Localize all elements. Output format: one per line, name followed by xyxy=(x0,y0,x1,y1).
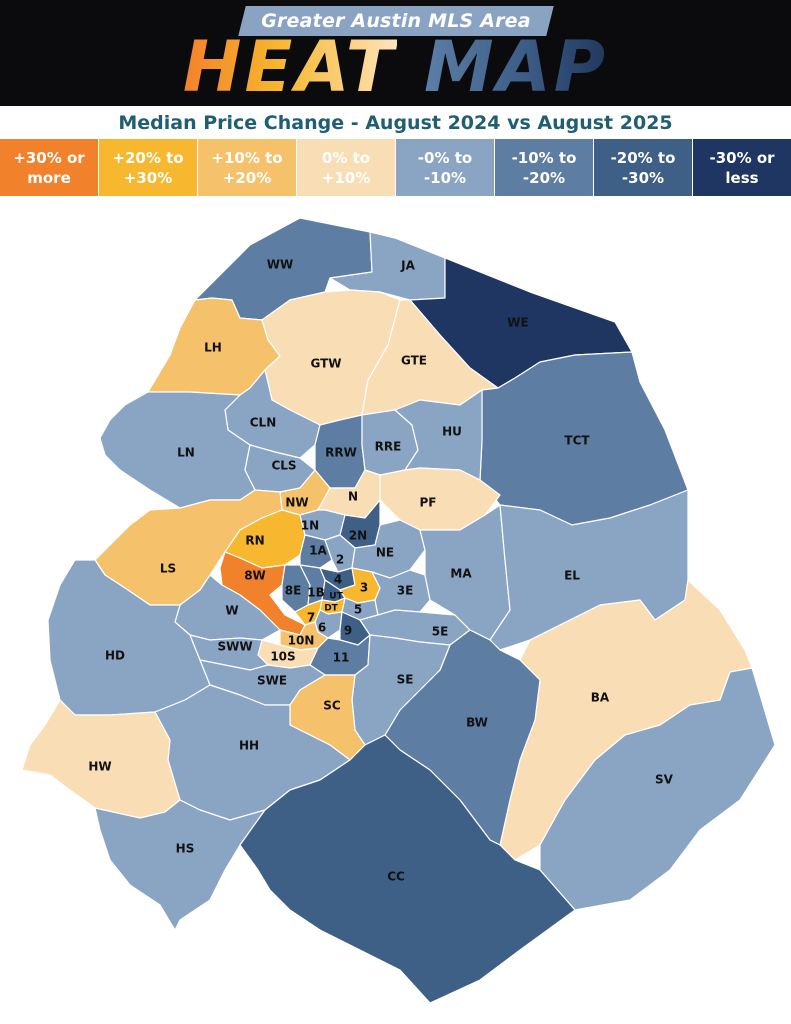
area-label-el: EL xyxy=(564,569,580,583)
area-label-lh: LH xyxy=(204,341,222,355)
area-label-gtw: GTW xyxy=(310,357,341,371)
area-label-ne: NE xyxy=(376,546,394,560)
area-label-rrw: RRW xyxy=(325,446,357,460)
area-label-tct: TCT xyxy=(564,434,590,448)
area-label-nw: NW xyxy=(285,496,308,510)
area-label-ut: UT xyxy=(329,592,343,602)
area-label-cc: CC xyxy=(387,870,405,884)
area-label-hd: HD xyxy=(105,649,125,663)
area-label-2n: 2N xyxy=(349,529,367,543)
area-label-hh: HH xyxy=(239,739,259,753)
area-label-ba: BA xyxy=(591,691,610,705)
area-label-se: SE xyxy=(397,673,414,687)
map-area-ja[interactable] xyxy=(329,231,446,301)
area-label-ma: MA xyxy=(450,567,472,581)
legend-item-minus-30-or-less: -30% or less xyxy=(693,139,791,196)
area-label-8e: 8E xyxy=(285,584,302,598)
area-label-bw: BW xyxy=(466,716,488,730)
area-label-9: 9 xyxy=(344,624,352,638)
area-label-4: 4 xyxy=(334,573,342,587)
area-label-11: 11 xyxy=(333,651,350,665)
area-label-sc: SC xyxy=(323,699,341,713)
area-label-rre: RRE xyxy=(375,440,402,454)
area-label-cln: CLN xyxy=(250,416,277,430)
area-label-swe: SWE xyxy=(257,674,287,688)
legend-item-plus-30-or-more: +30% or more xyxy=(0,139,99,196)
area-label-ls: LS xyxy=(160,562,176,576)
area-label-1n: 1N xyxy=(301,519,319,533)
area-label-hs: HS xyxy=(176,842,195,856)
color-legend: +30% or more +20% to +30% +10% to +20% 0… xyxy=(0,139,791,196)
area-label-hw: HW xyxy=(88,760,111,774)
title-map: MAP xyxy=(423,26,609,106)
area-labels: WW JA WE LH GTW GTE TCT CLN RRW RRE HU L… xyxy=(88,258,673,884)
area-label-6: 6 xyxy=(318,621,326,635)
main-title: HEAT MAP xyxy=(0,28,791,106)
map-subtitle: Median Price Change - August 2024 vs Aug… xyxy=(118,112,673,134)
area-label-ww: WW xyxy=(267,258,293,272)
area-label-1b: 1B xyxy=(307,586,325,600)
area-label-8w: 8W xyxy=(244,569,266,583)
area-label-ln: LN xyxy=(177,446,195,460)
area-label-7: 7 xyxy=(307,611,315,625)
area-label-ja: JA xyxy=(400,259,415,273)
area-label-w: W xyxy=(225,604,238,618)
area-label-3: 3 xyxy=(360,581,368,595)
area-label-2: 2 xyxy=(336,553,344,567)
area-label-1a: 1A xyxy=(309,544,327,558)
area-label-rn: RN xyxy=(245,534,264,548)
legend-item-0-to-plus-10: 0% to +10% xyxy=(297,139,396,196)
area-label-dt: DT xyxy=(324,604,338,614)
area-label-3e: 3E xyxy=(397,584,414,598)
area-label-10s: 10S xyxy=(270,650,295,664)
map-area-pf[interactable] xyxy=(379,467,501,531)
title-banner: Greater Austin MLS Area HEAT MAP xyxy=(0,0,791,106)
area-label-10n: 10N xyxy=(288,634,315,648)
legend-item-minus-0-to-10: -0% to -10% xyxy=(396,139,495,196)
area-label-we: WE xyxy=(507,316,528,330)
area-label-pf: PF xyxy=(420,496,437,510)
area-label-gte: GTE xyxy=(401,354,427,368)
heat-map: WW JA WE LH GTW GTE TCT CLN RRW RRE HU L… xyxy=(21,217,776,1004)
legend-item-minus-10-to-20: -10% to -20% xyxy=(495,139,594,196)
map-area-cc[interactable] xyxy=(239,734,576,1004)
area-label-sv: SV xyxy=(655,773,674,787)
legend-item-plus-20-to-30: +20% to +30% xyxy=(99,139,198,196)
area-label-5: 5 xyxy=(354,603,362,617)
area-label-hu: HU xyxy=(442,425,462,439)
map-area-sv[interactable] xyxy=(539,667,776,911)
area-label-cls: CLS xyxy=(271,459,296,473)
area-label-n: N xyxy=(348,490,358,504)
legend-item-plus-10-to-20: +10% to +20% xyxy=(198,139,297,196)
map-area-hs[interactable] xyxy=(94,799,266,931)
title-heat: HEAT xyxy=(182,26,397,106)
area-label-5e: 5E xyxy=(432,625,449,639)
area-label-sww: SWW xyxy=(217,640,252,654)
legend-item-minus-20-to-30: -20% to -30% xyxy=(594,139,693,196)
supertitle: Greater Austin MLS Area xyxy=(261,10,531,32)
